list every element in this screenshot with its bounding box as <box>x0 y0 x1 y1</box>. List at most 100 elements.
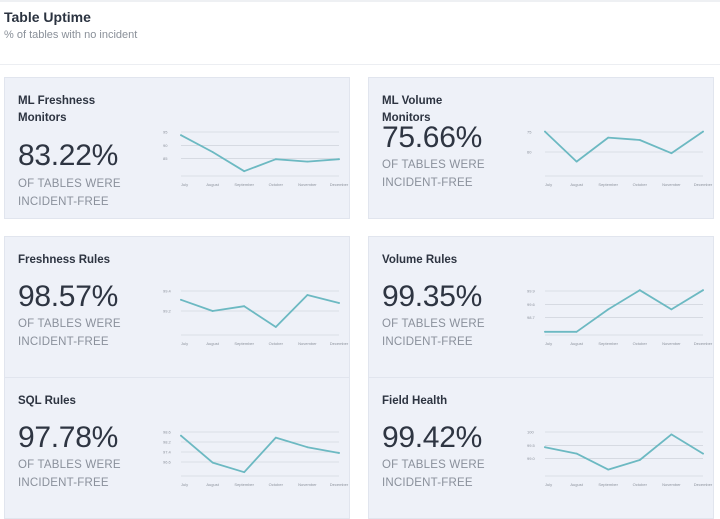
x-tick-label: October <box>633 482 648 487</box>
y-tick-label: 100 <box>527 430 534 435</box>
card-caption-line2: INCIDENT-FREE <box>382 177 473 189</box>
x-tick-label: August <box>206 341 219 346</box>
card-caption-line1: OF TABLES WERE <box>382 159 485 171</box>
data-point <box>338 452 340 454</box>
data-point <box>243 471 246 474</box>
sparkline-chart: 99.4 99.2 July August September October Novemb… <box>163 289 349 347</box>
series-line <box>544 130 704 163</box>
x-tick-label: November <box>662 341 681 346</box>
data-point <box>670 433 673 436</box>
y-tick-label: 75 <box>527 130 532 135</box>
data-point <box>670 308 673 311</box>
y-tick-label: 98.6 <box>163 430 172 435</box>
data-point <box>306 294 309 296</box>
data-point <box>274 326 277 328</box>
x-tick-label: September <box>234 341 254 346</box>
x-tick-label: September <box>598 182 618 187</box>
x-tick-label: September <box>598 341 618 346</box>
x-tick-label: August <box>570 482 583 487</box>
series-line <box>180 294 340 328</box>
data-point <box>180 134 182 137</box>
card-volume-rules: Volume Rules 99.35% OF TABLES WERE INCID… <box>368 236 714 378</box>
card-ml-volume-monitors: ML Volume Monitors 75.66% OF TABLES WERE… <box>368 77 714 219</box>
card-value: 99.35% <box>382 280 482 313</box>
page-header: Table Uptime % of tables with no inciden… <box>4 9 137 42</box>
data-point <box>638 289 641 292</box>
data-point <box>702 289 704 292</box>
card-value: 97.78% <box>18 421 118 454</box>
y-tick-label: 90 <box>163 143 168 148</box>
data-point <box>306 160 309 163</box>
data-point <box>274 436 277 439</box>
card-caption-line1: OF TABLES WERE <box>382 318 485 330</box>
x-tick-label: October <box>269 341 284 346</box>
data-point <box>338 158 340 161</box>
x-tick-label: July <box>545 182 552 187</box>
header-divider <box>0 64 720 65</box>
data-point <box>338 302 340 304</box>
series-line <box>544 433 704 471</box>
data-point <box>544 330 546 333</box>
data-point <box>211 151 214 153</box>
page-subtitle: % of tables with no incident <box>4 29 138 41</box>
y-tick-label: 95 <box>163 130 168 135</box>
data-point <box>544 130 546 133</box>
x-tick-label: December <box>330 482 349 487</box>
card-title: ML Volume Monitors <box>382 95 443 124</box>
sparkline-chart: 75 60 July August September October November De… <box>527 130 713 188</box>
x-tick-label: August <box>206 182 219 187</box>
x-tick-label: October <box>633 182 648 187</box>
card-title: ML Freshness Monitors <box>18 95 96 124</box>
series-line <box>180 134 340 173</box>
card-caption-line2: INCIDENT-FREE <box>18 477 109 489</box>
y-tick-label: 85 <box>163 156 168 161</box>
x-tick-label: July <box>181 182 188 187</box>
card-caption-line2: INCIDENT-FREE <box>382 477 473 489</box>
data-point <box>575 452 578 455</box>
card-caption-line2: INCIDENT-FREE <box>18 336 109 348</box>
card-value: 75.66% <box>382 121 482 154</box>
top-divider <box>0 0 720 2</box>
card-value: 99.42% <box>382 421 482 454</box>
sparkline-chart: 100 99.5 99.0 July August September October Nov… <box>527 430 713 488</box>
x-tick-label: July <box>181 482 188 487</box>
y-tick-label: 98.7 <box>527 315 536 320</box>
data-point <box>702 452 704 455</box>
y-tick-label: 99.9 <box>527 289 536 294</box>
x-tick-label: November <box>298 182 317 187</box>
x-tick-label: November <box>662 182 681 187</box>
data-point <box>607 468 610 471</box>
x-tick-label: July <box>545 341 552 346</box>
data-point <box>607 136 610 139</box>
x-tick-label: September <box>234 182 254 187</box>
x-tick-label: August <box>206 482 219 487</box>
data-point <box>211 310 214 312</box>
data-point <box>306 446 309 449</box>
x-tick-label: December <box>694 482 713 487</box>
data-point <box>575 160 578 163</box>
card-freshness-rules: Freshness Rules 98.57% OF TABLES WERE IN… <box>4 236 350 378</box>
y-tick-label: 99.2 <box>163 309 172 314</box>
data-point <box>544 446 546 449</box>
card-field-health: Field Health 99.42% OF TABLES WERE INCID… <box>368 377 714 519</box>
series-line <box>544 289 704 333</box>
x-tick-label: November <box>662 482 681 487</box>
y-tick-label: 97.4 <box>163 450 172 455</box>
card-title: SQL Rules <box>18 395 76 407</box>
y-tick-label: 99.4 <box>163 289 172 294</box>
card-caption-line1: OF TABLES WERE <box>18 318 121 330</box>
x-tick-label: October <box>633 341 648 346</box>
x-tick-label: November <box>298 482 317 487</box>
x-tick-label: December <box>694 341 713 346</box>
data-point <box>243 170 246 173</box>
data-point <box>243 305 246 308</box>
card-caption-line1: OF TABLES WERE <box>382 459 485 471</box>
x-tick-label: September <box>234 482 254 487</box>
y-tick-label: 98.2 <box>163 440 172 445</box>
data-point <box>180 434 182 437</box>
card-title: Freshness Rules <box>18 254 111 266</box>
card-ml-freshness-monitors: ML Freshness Monitors 83.22% OF TABLES W… <box>4 77 350 219</box>
sparkline-chart: 99.9 99.6 98.7 July August September October No… <box>527 289 713 347</box>
x-tick-label: December <box>694 182 713 187</box>
x-tick-label: October <box>269 182 284 187</box>
